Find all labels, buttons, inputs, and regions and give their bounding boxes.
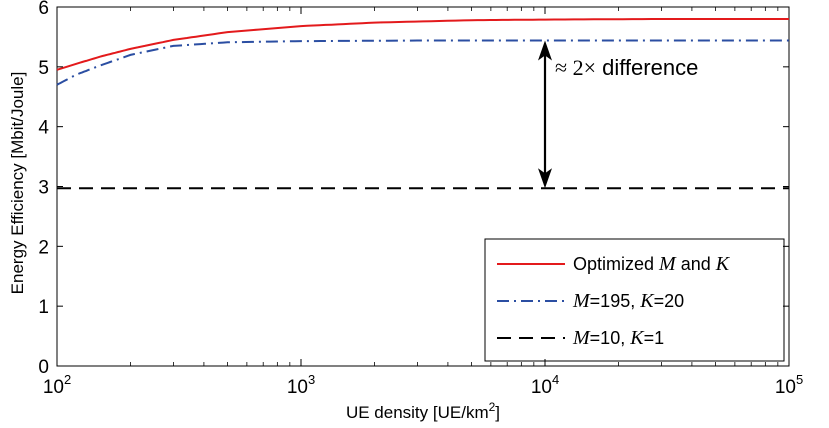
legend-label-1: Optimized M and K [573,253,731,275]
series-line-1 [56,18,789,71]
legend-label-2: M=195, K=20 [572,290,684,312]
x-axis-label-main: UE density [UE/km [346,403,489,422]
y-tick-label: 1 [38,297,49,318]
legend-label-3: M=10, K=1 [572,327,664,349]
x-axis-label-sup: 2 [489,400,496,414]
annotation-text: ≈ 2× difference [555,55,698,80]
annotation-arrowhead-up [538,40,552,61]
x-tick-label: 104 [531,372,559,398]
x-tick-label: 103 [287,372,315,398]
y-tick-label: 3 [38,178,49,199]
y-axis-label: Energy Efficiency [Mbit/Joule] [8,72,27,295]
y-tick-label: 5 [38,58,49,79]
x-tick-label: 105 [775,372,803,398]
x-axis-label-end: ] [495,403,500,422]
annotation-arrowhead-down [538,168,552,189]
legend-box [484,238,785,362]
series-line-2 [56,39,789,86]
y-tick-label: 2 [38,237,49,258]
y-tick-label: 0 [38,357,49,378]
x-axis-label: UE density [UE/km2] [346,400,500,422]
y-tick-label: 4 [38,118,49,139]
y-tick-label: 6 [38,0,49,19]
x-tick-label: 102 [43,372,71,398]
